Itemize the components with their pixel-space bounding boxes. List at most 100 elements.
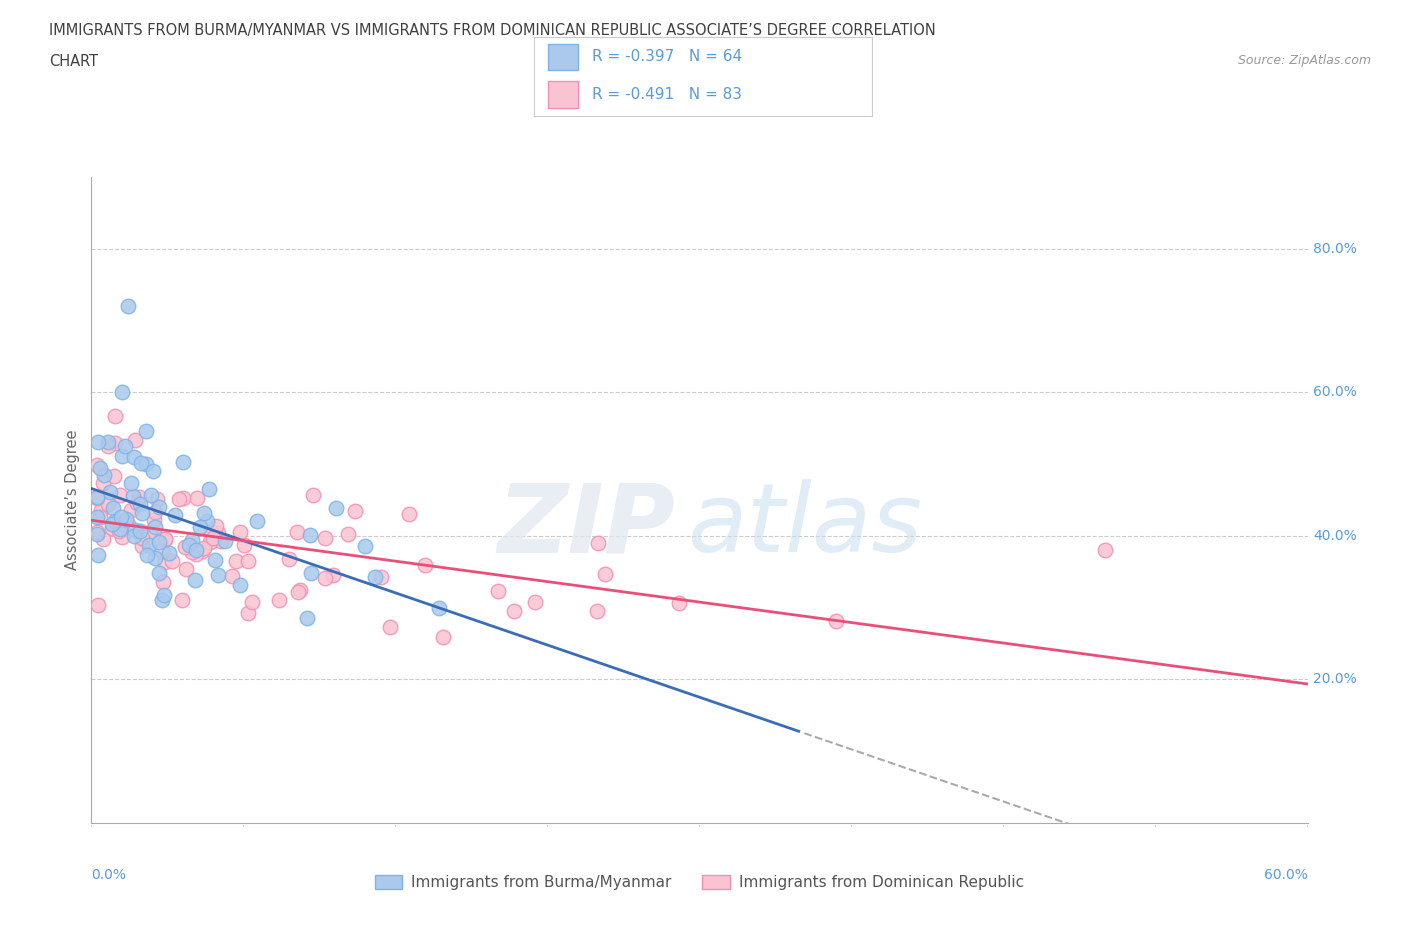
Point xyxy=(148,500,170,515)
Legend: Immigrants from Burma/Myanmar, Immigrants from Dominican Republic: Immigrants from Burma/Myanmar, Immigrant… xyxy=(368,869,1031,897)
Point xyxy=(120,502,142,517)
Point xyxy=(124,432,146,447)
Point xyxy=(229,578,252,592)
Y-axis label: Associate’s Degree: Associate’s Degree xyxy=(65,430,80,570)
Point xyxy=(97,439,120,454)
Point xyxy=(108,524,131,538)
Point xyxy=(125,496,148,511)
Point xyxy=(432,630,454,644)
Point xyxy=(103,500,125,515)
Point xyxy=(172,592,194,607)
Point xyxy=(91,531,114,546)
Point xyxy=(101,517,124,532)
Bar xyxy=(548,44,578,71)
Point xyxy=(86,490,108,505)
Point xyxy=(246,514,269,529)
Point xyxy=(110,509,132,524)
Point xyxy=(108,522,131,537)
Point xyxy=(89,510,111,525)
Point xyxy=(398,506,420,521)
Point xyxy=(135,424,157,439)
Point xyxy=(221,569,243,584)
Point xyxy=(364,569,387,584)
Point xyxy=(131,531,153,546)
Point xyxy=(429,601,451,616)
Point xyxy=(90,503,112,518)
Point xyxy=(193,541,215,556)
Point xyxy=(314,531,336,546)
Point xyxy=(97,435,120,450)
Point xyxy=(236,605,259,620)
Point xyxy=(87,597,110,612)
Point xyxy=(278,551,301,566)
Point xyxy=(380,620,402,635)
Point xyxy=(87,434,110,449)
Point xyxy=(177,538,200,552)
Point xyxy=(167,492,190,507)
Point xyxy=(586,604,609,618)
Point xyxy=(104,435,127,450)
Point xyxy=(172,455,194,470)
Point xyxy=(191,544,214,559)
Point xyxy=(165,507,187,522)
Point xyxy=(209,534,232,549)
Text: 60.0%: 60.0% xyxy=(1264,868,1308,882)
Point xyxy=(299,528,322,543)
Point xyxy=(174,562,197,577)
Point xyxy=(207,567,229,582)
Point xyxy=(143,505,166,520)
Point xyxy=(288,582,311,597)
Point xyxy=(285,525,308,540)
Point xyxy=(86,525,108,539)
Point xyxy=(122,450,145,465)
Text: 40.0%: 40.0% xyxy=(1313,529,1357,543)
Point xyxy=(131,456,153,471)
Point xyxy=(1337,698,1360,713)
Point xyxy=(86,526,108,541)
Point xyxy=(195,513,218,528)
Point xyxy=(114,512,136,526)
Point xyxy=(595,567,617,582)
Point xyxy=(143,551,166,565)
Point xyxy=(86,489,108,504)
Point xyxy=(104,408,127,423)
Point xyxy=(104,513,127,528)
Point xyxy=(122,488,145,503)
Point xyxy=(200,525,222,539)
Point xyxy=(354,538,377,553)
Point xyxy=(117,516,139,531)
Point xyxy=(325,500,347,515)
Point xyxy=(229,525,252,539)
Text: CHART: CHART xyxy=(49,54,98,69)
Point xyxy=(184,547,207,562)
Point xyxy=(111,385,134,400)
Point xyxy=(297,610,319,625)
Point xyxy=(111,448,134,463)
Point xyxy=(225,553,247,568)
Text: 0.0%: 0.0% xyxy=(91,868,127,882)
Text: 80.0%: 80.0% xyxy=(1313,242,1357,256)
Text: atlas: atlas xyxy=(688,479,922,572)
Point xyxy=(186,542,208,557)
Point xyxy=(86,510,108,525)
Text: 60.0%: 60.0% xyxy=(1313,385,1357,399)
Point xyxy=(825,614,848,629)
Point xyxy=(180,545,202,560)
Text: R = -0.491   N = 83: R = -0.491 N = 83 xyxy=(592,86,741,101)
Point xyxy=(111,530,134,545)
Point xyxy=(174,539,197,554)
Point xyxy=(117,299,139,313)
Point xyxy=(240,594,263,609)
Point xyxy=(214,533,236,548)
Point xyxy=(162,553,184,568)
Point xyxy=(114,439,136,454)
Bar xyxy=(548,82,578,109)
Point xyxy=(131,538,153,553)
Point xyxy=(142,512,165,527)
Point xyxy=(98,485,121,499)
Point xyxy=(188,519,211,534)
Point xyxy=(299,565,322,580)
Point xyxy=(129,497,152,512)
Point xyxy=(139,488,162,503)
Point xyxy=(586,536,609,551)
